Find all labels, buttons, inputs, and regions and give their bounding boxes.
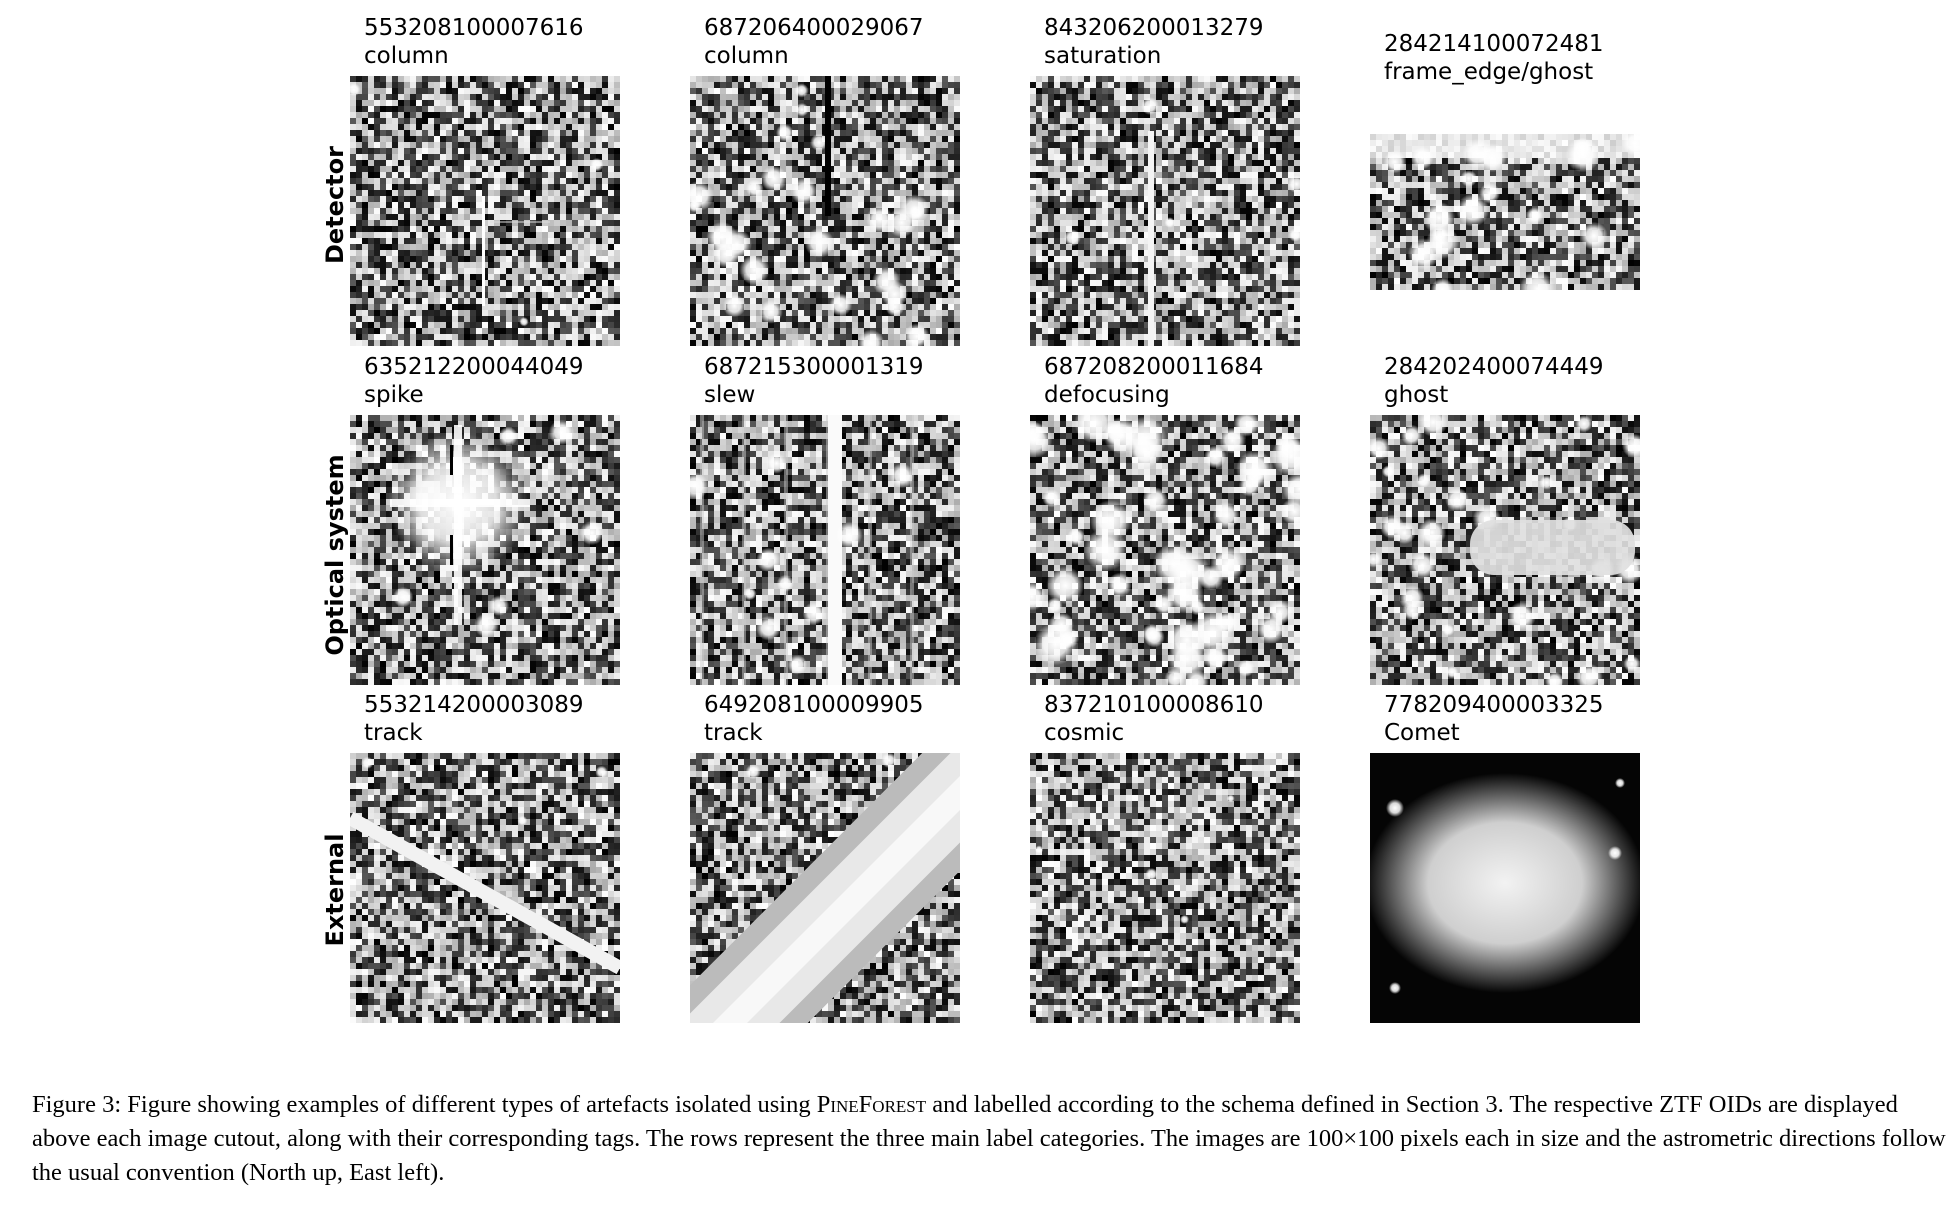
cutout-image bbox=[1030, 415, 1300, 685]
cutout-image bbox=[690, 76, 960, 346]
oid-label: 649208100009905 bbox=[704, 691, 924, 719]
row-label-external: External bbox=[320, 760, 350, 1020]
oid-label: 837210100008610 bbox=[1044, 691, 1264, 719]
tag-label: saturation bbox=[1044, 42, 1161, 70]
tag-label: slew bbox=[704, 381, 755, 409]
oid-label: 284202400074449 bbox=[1384, 353, 1604, 381]
cutout-image bbox=[1030, 753, 1300, 1023]
row-label-detector: Detector bbox=[320, 75, 350, 335]
cutout-image bbox=[1370, 753, 1640, 1023]
cutout-image bbox=[350, 753, 620, 1023]
cutout-image bbox=[350, 415, 620, 685]
cutout-image bbox=[690, 753, 960, 1023]
tag-label: track bbox=[364, 719, 423, 747]
caption-tool-name: PineForest bbox=[817, 1091, 926, 1118]
cutout-image bbox=[1370, 134, 1640, 290]
oid-label: 843206200013279 bbox=[1044, 14, 1264, 42]
tag-label: ghost bbox=[1384, 381, 1448, 409]
tag-label: defocusing bbox=[1044, 381, 1170, 409]
cutout-image bbox=[1030, 76, 1300, 346]
oid-label: 284214100072481 bbox=[1384, 30, 1604, 58]
oid-label: 687208200011684 bbox=[1044, 353, 1264, 381]
tag-label: spike bbox=[364, 381, 424, 409]
cutout-image bbox=[350, 76, 620, 346]
tag-label: column bbox=[364, 42, 449, 70]
figure-caption: Figure 3: Figure showing examples of dif… bbox=[32, 1088, 1947, 1190]
tag-label: track bbox=[704, 719, 763, 747]
tag-label: column bbox=[704, 42, 789, 70]
tag-label: Comet bbox=[1384, 719, 1460, 747]
row-label-optical-system: Optical system bbox=[320, 425, 350, 685]
oid-label: 553208100007616 bbox=[364, 14, 584, 42]
tag-label: cosmic bbox=[1044, 719, 1124, 747]
oid-label: 635212200044049 bbox=[364, 353, 584, 381]
tag-label: frame_edge/ghost bbox=[1384, 58, 1593, 86]
caption-text: and labelled according to the schema def… bbox=[32, 1091, 1946, 1186]
oid-label: 553214200003089 bbox=[364, 691, 584, 719]
oid-label: 687215300001319 bbox=[704, 353, 924, 381]
cutout-image bbox=[690, 415, 960, 685]
caption-text: Figure 3: Figure showing examples of dif… bbox=[32, 1091, 817, 1118]
cutout-image bbox=[1370, 415, 1640, 685]
oid-label: 687206400029067 bbox=[704, 14, 924, 42]
oid-label: 778209400003325 bbox=[1384, 691, 1604, 719]
